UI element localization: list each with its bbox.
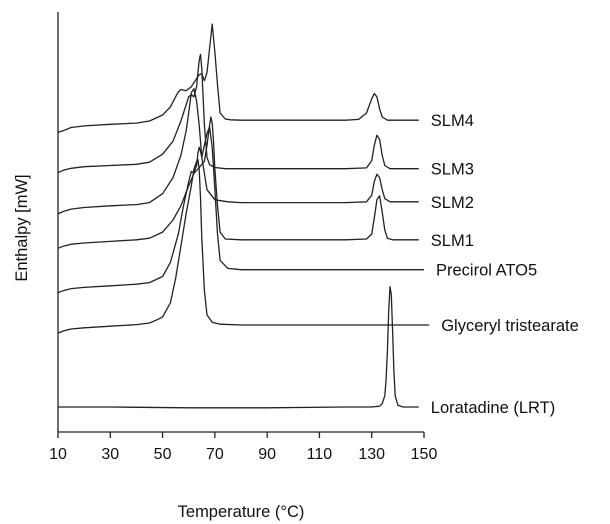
thermogram-curves (57, 23, 430, 409)
x-tick-label: 150 (411, 446, 438, 463)
x-axis-label: Temperature (°C) (178, 503, 305, 521)
curve-slm1 (57, 116, 419, 249)
curve-precirol-ato5 (57, 126, 424, 294)
series-label-slm1: SLM1 (431, 232, 474, 250)
series-label-precirol-ato5: Precirol ATO5 (436, 262, 537, 280)
y-axis-label: Enthalpy [mW] (13, 174, 31, 281)
series-label-glyceryl-tristearate: Glyceryl tristearate (441, 317, 579, 335)
x-tick-label: 50 (154, 446, 172, 463)
curve-glyceryl-tristearate (57, 158, 430, 334)
curve-slm4 (57, 23, 419, 133)
series-label-slm4: SLM4 (431, 112, 474, 130)
curve-slm3 (57, 53, 419, 174)
x-tick-label: 130 (358, 446, 385, 463)
series-labels: SLM4 SLM3 SLM2 SLM1 Precirol ATO5 Glyceryl tr… (431, 112, 579, 417)
series-label-loratadine-lrt: Loratadine (LRT) (431, 399, 555, 417)
x-tick-label: 10 (49, 446, 67, 463)
x-tick-label: 30 (101, 446, 119, 463)
curve-loratadine-lrt (58, 285, 419, 409)
series-label-slm2: SLM2 (431, 194, 474, 212)
curve-slm2 (57, 88, 419, 215)
series-label-slm3: SLM3 (431, 161, 474, 179)
x-tick-label: 90 (258, 446, 276, 463)
x-tick-label: 70 (206, 446, 224, 463)
plot-area: 10 30 50 70 90 110 130 150 SLM4 SLM3 SLM2 SLM1 Prec… (49, 12, 579, 463)
x-axis-ticks: 10 30 50 70 90 110 130 150 (49, 432, 437, 463)
x-tick-label: 110 (307, 446, 333, 463)
